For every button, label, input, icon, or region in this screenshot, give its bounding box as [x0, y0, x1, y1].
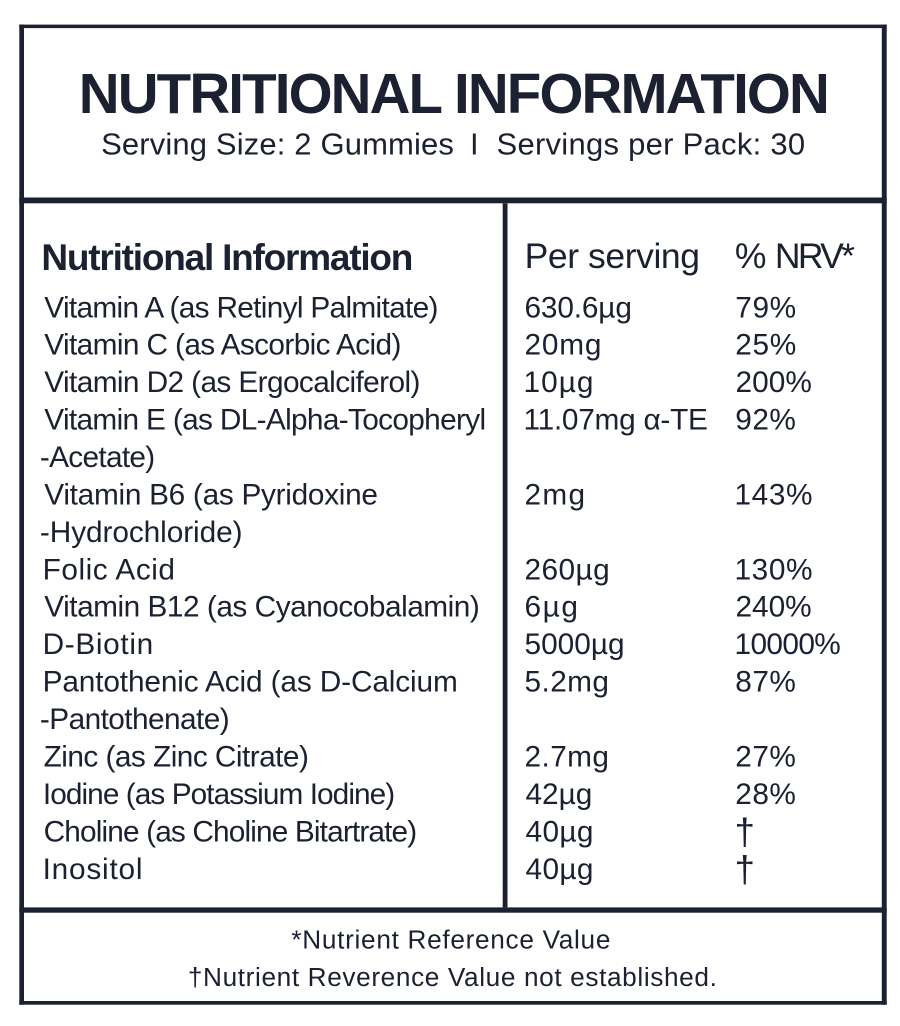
svg-text:42µg: 42µg: [526, 778, 593, 811]
svg-text:Serving Size: 2 Gummies: Serving Size: 2 Gummies: [101, 126, 454, 161]
svg-text:Per serving: Per serving: [525, 236, 700, 276]
svg-text:28%: 28%: [735, 778, 796, 811]
svg-text:†: †: [735, 849, 755, 890]
svg-text:†: †: [735, 811, 755, 852]
svg-text:2.7mg: 2.7mg: [525, 740, 610, 773]
svg-text:130%: 130%: [735, 553, 813, 586]
svg-text:Iodine (as Potassium Iodine): Iodine (as Potassium Iodine): [43, 778, 395, 811]
svg-text:Vitamin A (as Retinyl Palmitat: Vitamin A (as Retinyl Palmitate): [44, 291, 438, 324]
svg-text:Vitamin C (as Ascorbic Acid): Vitamin C (as Ascorbic Acid): [44, 329, 401, 362]
svg-text:Nutritional Information: Nutritional Information: [41, 237, 413, 278]
svg-text:143%: 143%: [735, 478, 813, 511]
svg-text:2mg: 2mg: [525, 478, 586, 511]
svg-text:Vitamin E (as DL-Alpha-Tocophe: Vitamin E (as DL-Alpha-Tocopheryl: [44, 404, 486, 437]
svg-text:Folic Acid: Folic Acid: [43, 553, 175, 586]
svg-text:I: I: [470, 126, 479, 161]
svg-text:Pantothenic Acid (as D-Calcium: Pantothenic Acid (as D-Calcium: [43, 666, 458, 699]
svg-text:92%: 92%: [735, 404, 796, 437]
svg-text:10µg: 10µg: [524, 366, 594, 399]
svg-text:Vitamin D2 (as Ergocalciferol): Vitamin D2 (as Ergocalciferol): [44, 366, 420, 399]
svg-text:%: %: [735, 236, 767, 276]
svg-text:NUTRITIONAL INFORMATION: NUTRITIONAL INFORMATION: [79, 62, 830, 125]
svg-text:40µg: 40µg: [526, 853, 594, 886]
svg-text:240%: 240%: [736, 591, 812, 624]
svg-text:260µg: 260µg: [525, 553, 610, 586]
svg-text:-Pantothenate): -Pantothenate): [40, 703, 230, 736]
svg-text:20mg: 20mg: [525, 329, 602, 362]
svg-text:6µg: 6µg: [525, 591, 579, 624]
svg-text:D-Biotin: D-Biotin: [43, 628, 154, 661]
svg-text:11.07mg α-TE: 11.07mg α-TE: [524, 404, 708, 437]
svg-text:Vitamin B12 (as Cyanocobalamin: Vitamin B12 (as Cyanocobalamin): [44, 591, 480, 624]
svg-text:Choline (as Choline Bitartrate: Choline (as Choline Bitartrate): [44, 815, 418, 848]
svg-text:NRV*: NRV*: [775, 236, 855, 276]
svg-text:Vitamin B6 (as Pyridoxine: Vitamin B6 (as Pyridoxine: [44, 478, 378, 511]
svg-text:87%: 87%: [735, 666, 796, 699]
svg-text:200%: 200%: [736, 366, 812, 399]
svg-text:†Nutrient Reverence Value not: †Nutrient Reverence Value not establishe…: [188, 962, 717, 992]
svg-text:Inositol: Inositol: [43, 853, 143, 886]
svg-text:5000µg: 5000µg: [525, 628, 625, 661]
svg-text:*Nutrient Reference Value: *Nutrient Reference Value: [291, 925, 610, 955]
svg-text:79%: 79%: [735, 291, 796, 324]
svg-text:Servings per Pack: 30: Servings per Pack: 30: [497, 126, 806, 161]
svg-text:40µg: 40µg: [526, 815, 594, 848]
svg-text:Zinc (as Zinc Citrate): Zinc (as Zinc Citrate): [44, 740, 309, 773]
svg-text:27%: 27%: [735, 740, 796, 773]
svg-text:5.2mg: 5.2mg: [525, 666, 610, 699]
svg-text:25%: 25%: [735, 329, 796, 362]
svg-text:-Acetate): -Acetate): [40, 441, 155, 474]
svg-text:-Hydrochloride): -Hydrochloride): [40, 516, 243, 549]
svg-text:10000%: 10000%: [735, 628, 841, 661]
svg-text:630.6µg: 630.6µg: [525, 291, 632, 324]
